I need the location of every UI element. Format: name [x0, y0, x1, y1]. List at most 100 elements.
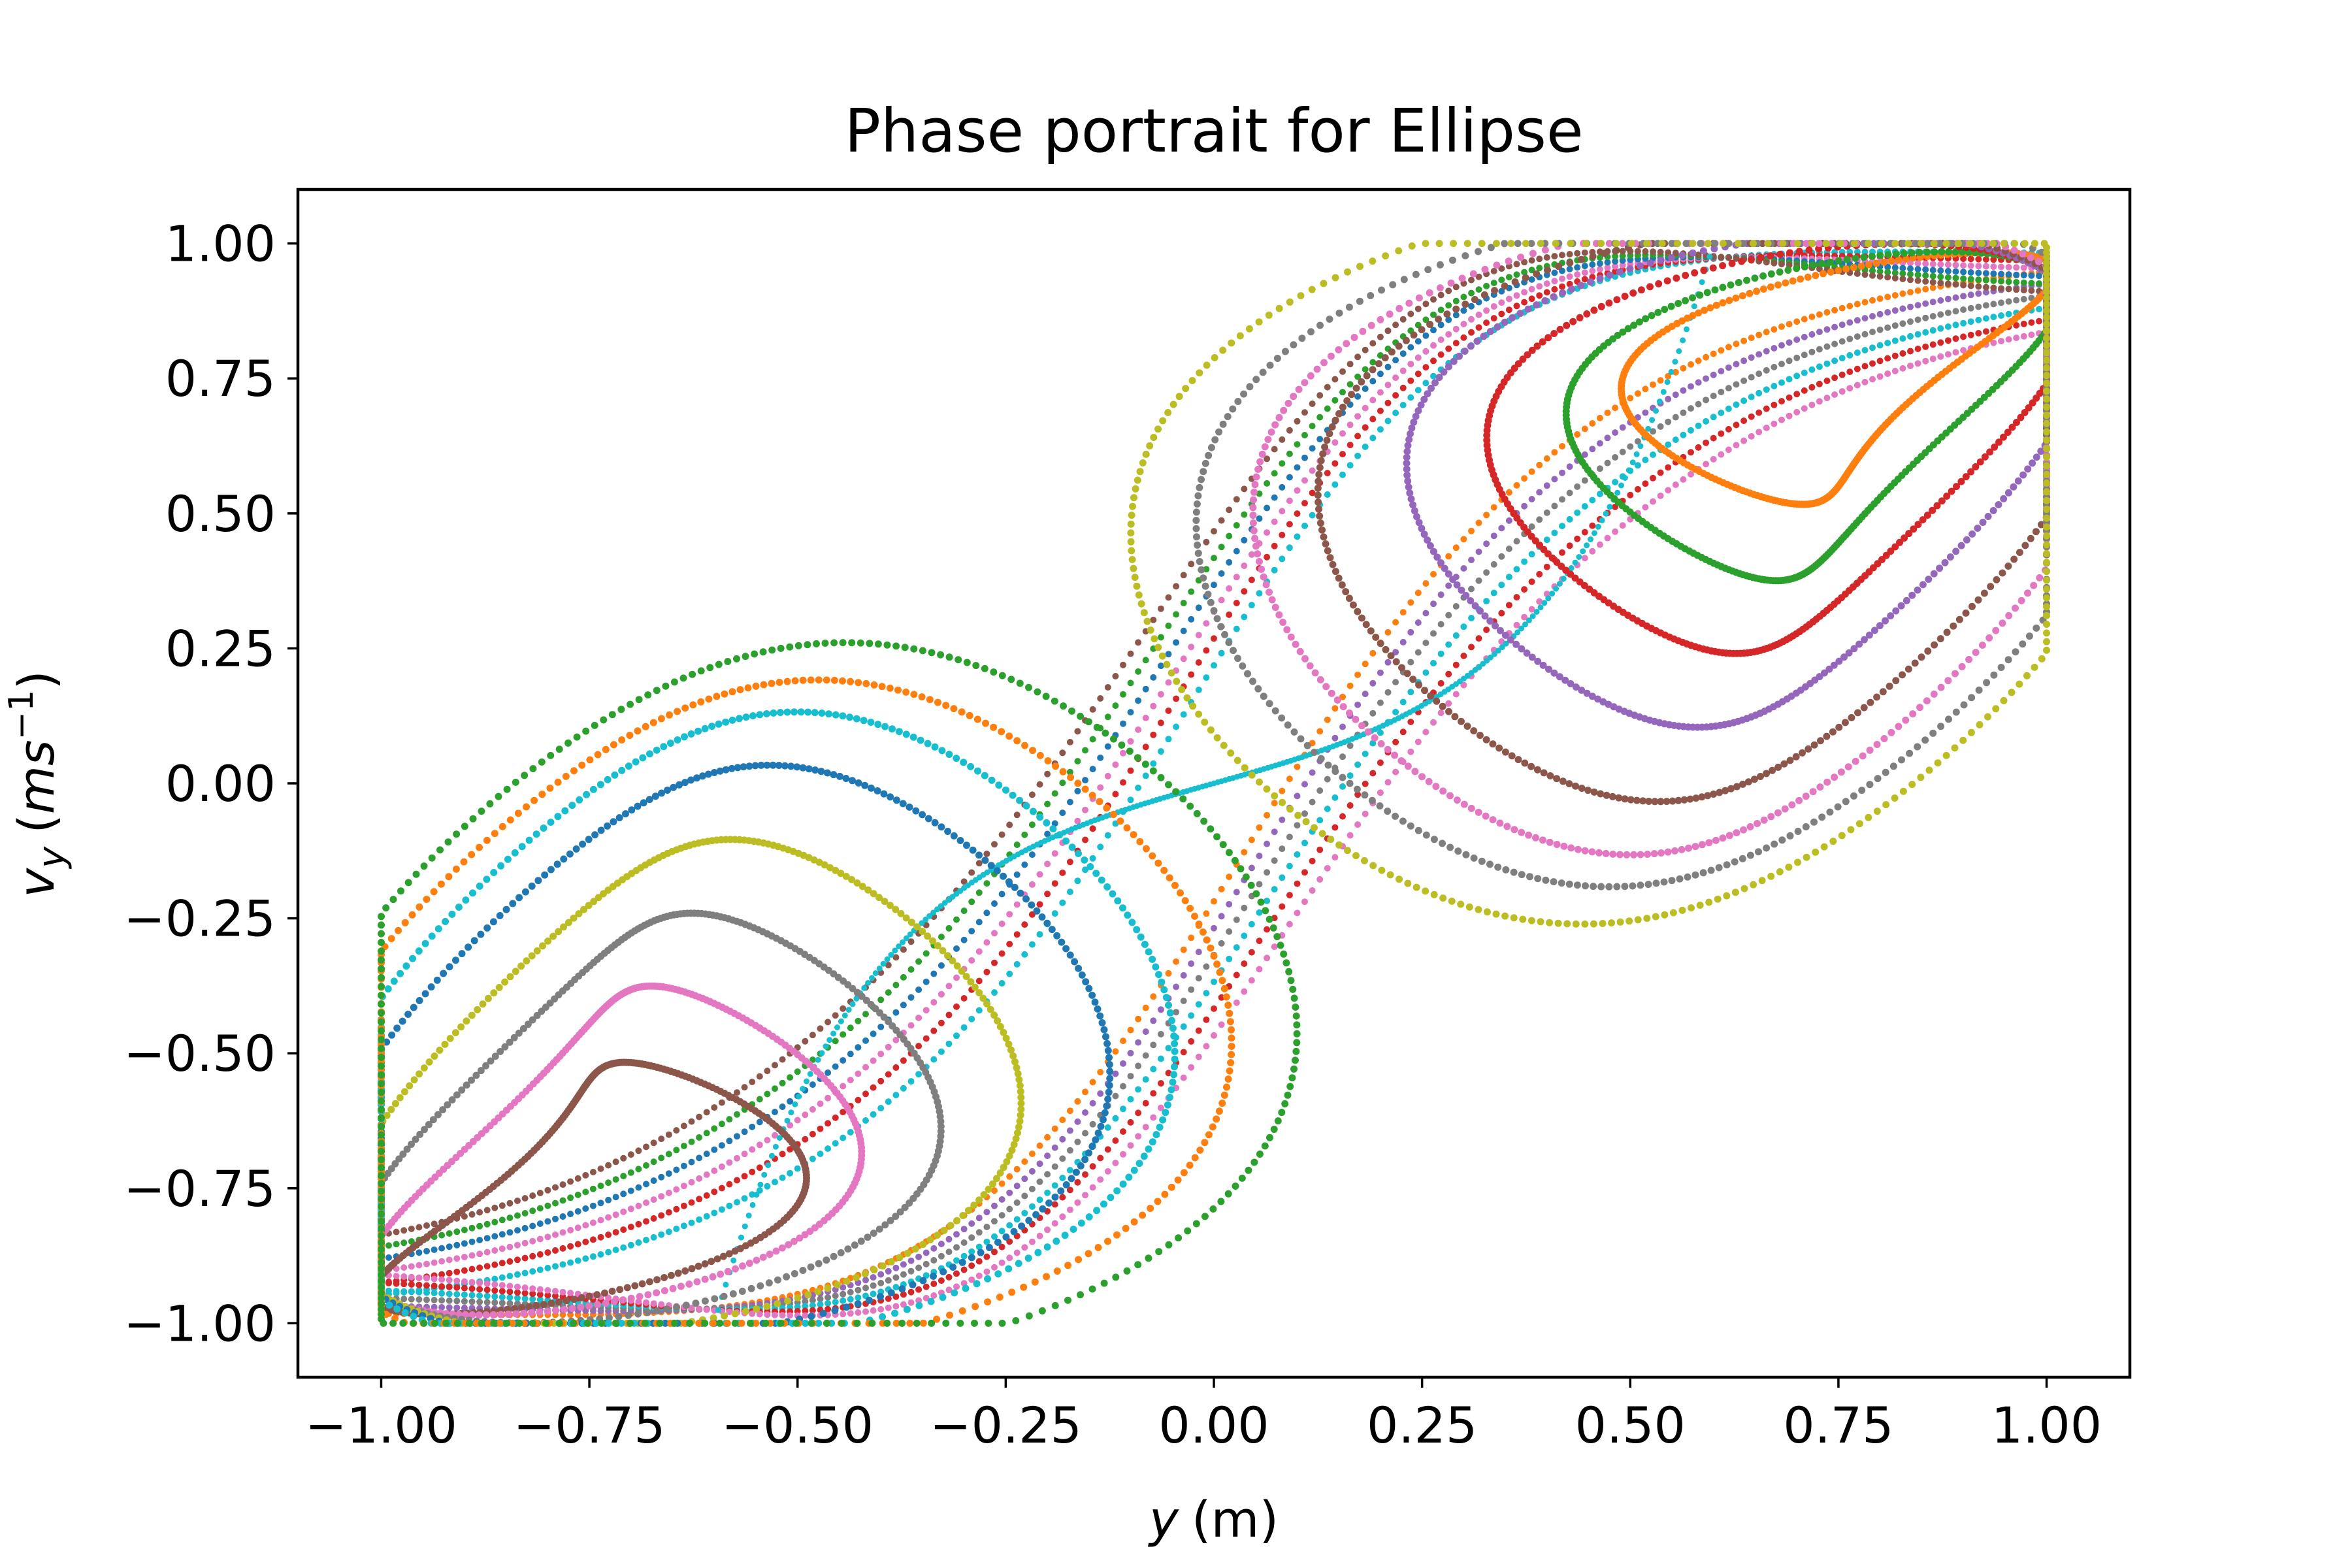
trajectory-point [1490, 303, 1497, 310]
trajectory-point [953, 1257, 960, 1264]
trajectory-point [1657, 257, 1665, 264]
trajectory-point [875, 1225, 883, 1233]
trajectory-point [1188, 1064, 1195, 1071]
trajectory-point [1884, 340, 1891, 346]
trajectory-point [1899, 365, 1906, 372]
trajectory-point [1309, 887, 1316, 894]
trajectory-point [1528, 286, 1535, 293]
trajectory-point [1691, 303, 1697, 310]
trajectory-point [1256, 909, 1263, 916]
trajectory-point [772, 1179, 778, 1186]
trajectory-point [673, 1127, 680, 1134]
trajectory-point [1097, 1176, 1104, 1183]
trajectory-point [1887, 257, 1895, 265]
trajectory-point [1414, 619, 1422, 626]
trajectory-point [1369, 710, 1377, 717]
trajectory-point [1967, 282, 1974, 289]
trajectory-point [602, 1299, 610, 1307]
trajectory-point [945, 1235, 953, 1243]
trajectory-point [1104, 1146, 1111, 1153]
trajectory-point [559, 1245, 566, 1252]
trajectory-point [453, 1277, 461, 1284]
trajectory-point [498, 1245, 506, 1252]
trajectory-point [1301, 454, 1308, 461]
trajectory-point [711, 1125, 718, 1132]
trajectory-point [1733, 255, 1740, 262]
trajectory-point [788, 1109, 794, 1116]
trajectory-point [1712, 301, 1720, 309]
trajectory-point [870, 1230, 877, 1237]
trajectory-point [765, 1162, 772, 1168]
trajectory-point [1422, 640, 1429, 646]
trajectory-point [832, 1037, 839, 1045]
trajectory-point [734, 1199, 740, 1206]
trajectory-point [1710, 371, 1717, 378]
trajectory-point [1430, 372, 1437, 380]
trajectory-point [1452, 632, 1460, 639]
trajectory-point [1869, 272, 1876, 279]
trajectory-point [1473, 337, 1481, 345]
trajectory-point [930, 1281, 938, 1287]
trajectory-point [476, 1209, 483, 1216]
trajectory-point [645, 1278, 653, 1286]
trajectory-point [1967, 318, 1974, 325]
trajectory-point [703, 1109, 710, 1116]
trajectory-point [1523, 649, 1531, 657]
trajectory-point [1188, 671, 1195, 678]
trajectory-point [483, 1235, 491, 1242]
trajectory-point [1937, 280, 1944, 287]
trajectory-point [1899, 305, 1906, 312]
trajectory-point [1778, 416, 1785, 423]
trajectory-point [1414, 649, 1422, 656]
trajectory-point [1778, 342, 1785, 349]
trajectory-point [1513, 271, 1520, 278]
trajectory-point [1820, 270, 1827, 278]
trajectory-point [892, 1284, 900, 1291]
trajectory-point [1629, 459, 1636, 466]
trajectory-point [1316, 436, 1324, 443]
trajectory-point [1536, 255, 1543, 263]
trajectory-point [1513, 292, 1520, 299]
trajectory-point [1165, 1045, 1172, 1052]
trajectory-point [1521, 586, 1528, 593]
trajectory-point [1418, 525, 1426, 532]
trajectory-point [567, 1226, 574, 1233]
trajectory-point [1316, 787, 1324, 794]
trajectory-point [1536, 489, 1543, 496]
trajectory-point [1279, 508, 1286, 515]
trajectory-point [674, 1269, 682, 1277]
trajectory-point [847, 1077, 854, 1084]
trajectory-point [1642, 248, 1649, 255]
trajectory-point [1180, 627, 1187, 634]
trajectory-point [1286, 474, 1293, 481]
trajectory-point [661, 1287, 668, 1295]
trajectory-point [521, 1224, 529, 1232]
trajectory-point [491, 1233, 498, 1240]
trajectory-point [1142, 1004, 1149, 1011]
trajectory-point [1865, 631, 1873, 639]
trajectory-point [1264, 955, 1271, 962]
trajectory-point [1732, 294, 1740, 302]
trajectory-point [1437, 621, 1445, 628]
trajectory-point [1309, 400, 1316, 407]
trajectory-point [1384, 689, 1392, 696]
trajectory-point [1710, 245, 1718, 253]
trajectory-point [1410, 418, 1418, 426]
trajectory-point [472, 1071, 480, 1079]
trajectory-point [1672, 368, 1679, 376]
trajectory-point [400, 1227, 408, 1234]
trajectory-point [1899, 265, 1906, 272]
trajectory-point [552, 1307, 560, 1315]
trajectory-point [1891, 367, 1899, 374]
trajectory-point [1490, 589, 1497, 596]
trajectory-point [552, 1288, 559, 1295]
trajectory-point [1551, 502, 1558, 510]
trajectory-point [1718, 368, 1725, 375]
trajectory-point [1627, 395, 1634, 402]
trajectory-point [506, 1215, 514, 1221]
trajectory-point [1059, 1175, 1066, 1181]
trajectory-point [861, 985, 868, 991]
trajectory-point [431, 1303, 438, 1311]
trajectory-point [1074, 787, 1081, 794]
trajectory-point [1013, 1064, 1021, 1071]
